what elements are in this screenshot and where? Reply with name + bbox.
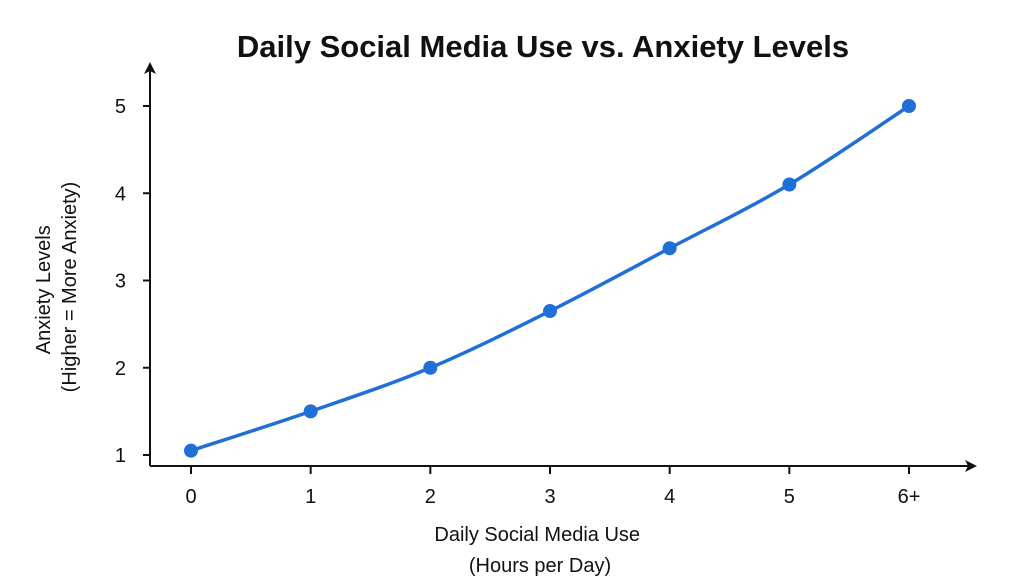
x-tick-label: 3 xyxy=(544,486,555,508)
y-tick-label: 5 xyxy=(115,96,126,118)
x-tick-label: 5 xyxy=(784,486,795,508)
x-tick-label: 6+ xyxy=(898,486,921,508)
data-point xyxy=(782,177,797,192)
y-tick-label: 4 xyxy=(115,183,126,205)
data-point xyxy=(543,304,557,319)
x-tick-label: 2 xyxy=(425,486,436,508)
data-point xyxy=(184,443,198,458)
y-axis-label: Anxiety Levels (Higher = More Anxiety) xyxy=(33,182,81,393)
y-axis-label-line-2: (Higher = More Anxiety) xyxy=(59,182,81,393)
y-tick-label: 1 xyxy=(115,445,126,467)
x-ticks: 0 1 2 3 4 5 6+ xyxy=(185,466,920,508)
chart-title: Daily Social Media Use vs. Anxiety Level… xyxy=(237,29,849,64)
x-tick-label: 1 xyxy=(305,486,316,508)
x-axis-label: Daily Social Media Use (Hours per Day) xyxy=(434,524,645,577)
data-point xyxy=(902,99,916,113)
data-point xyxy=(303,404,318,419)
data-point xyxy=(662,241,677,256)
data-point xyxy=(423,360,438,375)
x-axis-label-line-1: Daily Social Media Use xyxy=(434,524,640,546)
series-layer xyxy=(184,99,916,458)
x-tick-label: 4 xyxy=(664,486,675,508)
x-axis-label-line-2: (Hours per Day) xyxy=(469,555,611,577)
y-axis-label-line-1: Anxiety Levels xyxy=(33,225,55,354)
x-tick-label: 0 xyxy=(185,486,196,508)
y-tick-label: 3 xyxy=(115,271,126,293)
y-ticks: 1 2 3 4 5 xyxy=(115,96,150,467)
series-line xyxy=(189,104,911,453)
y-tick-label: 2 xyxy=(115,358,126,380)
